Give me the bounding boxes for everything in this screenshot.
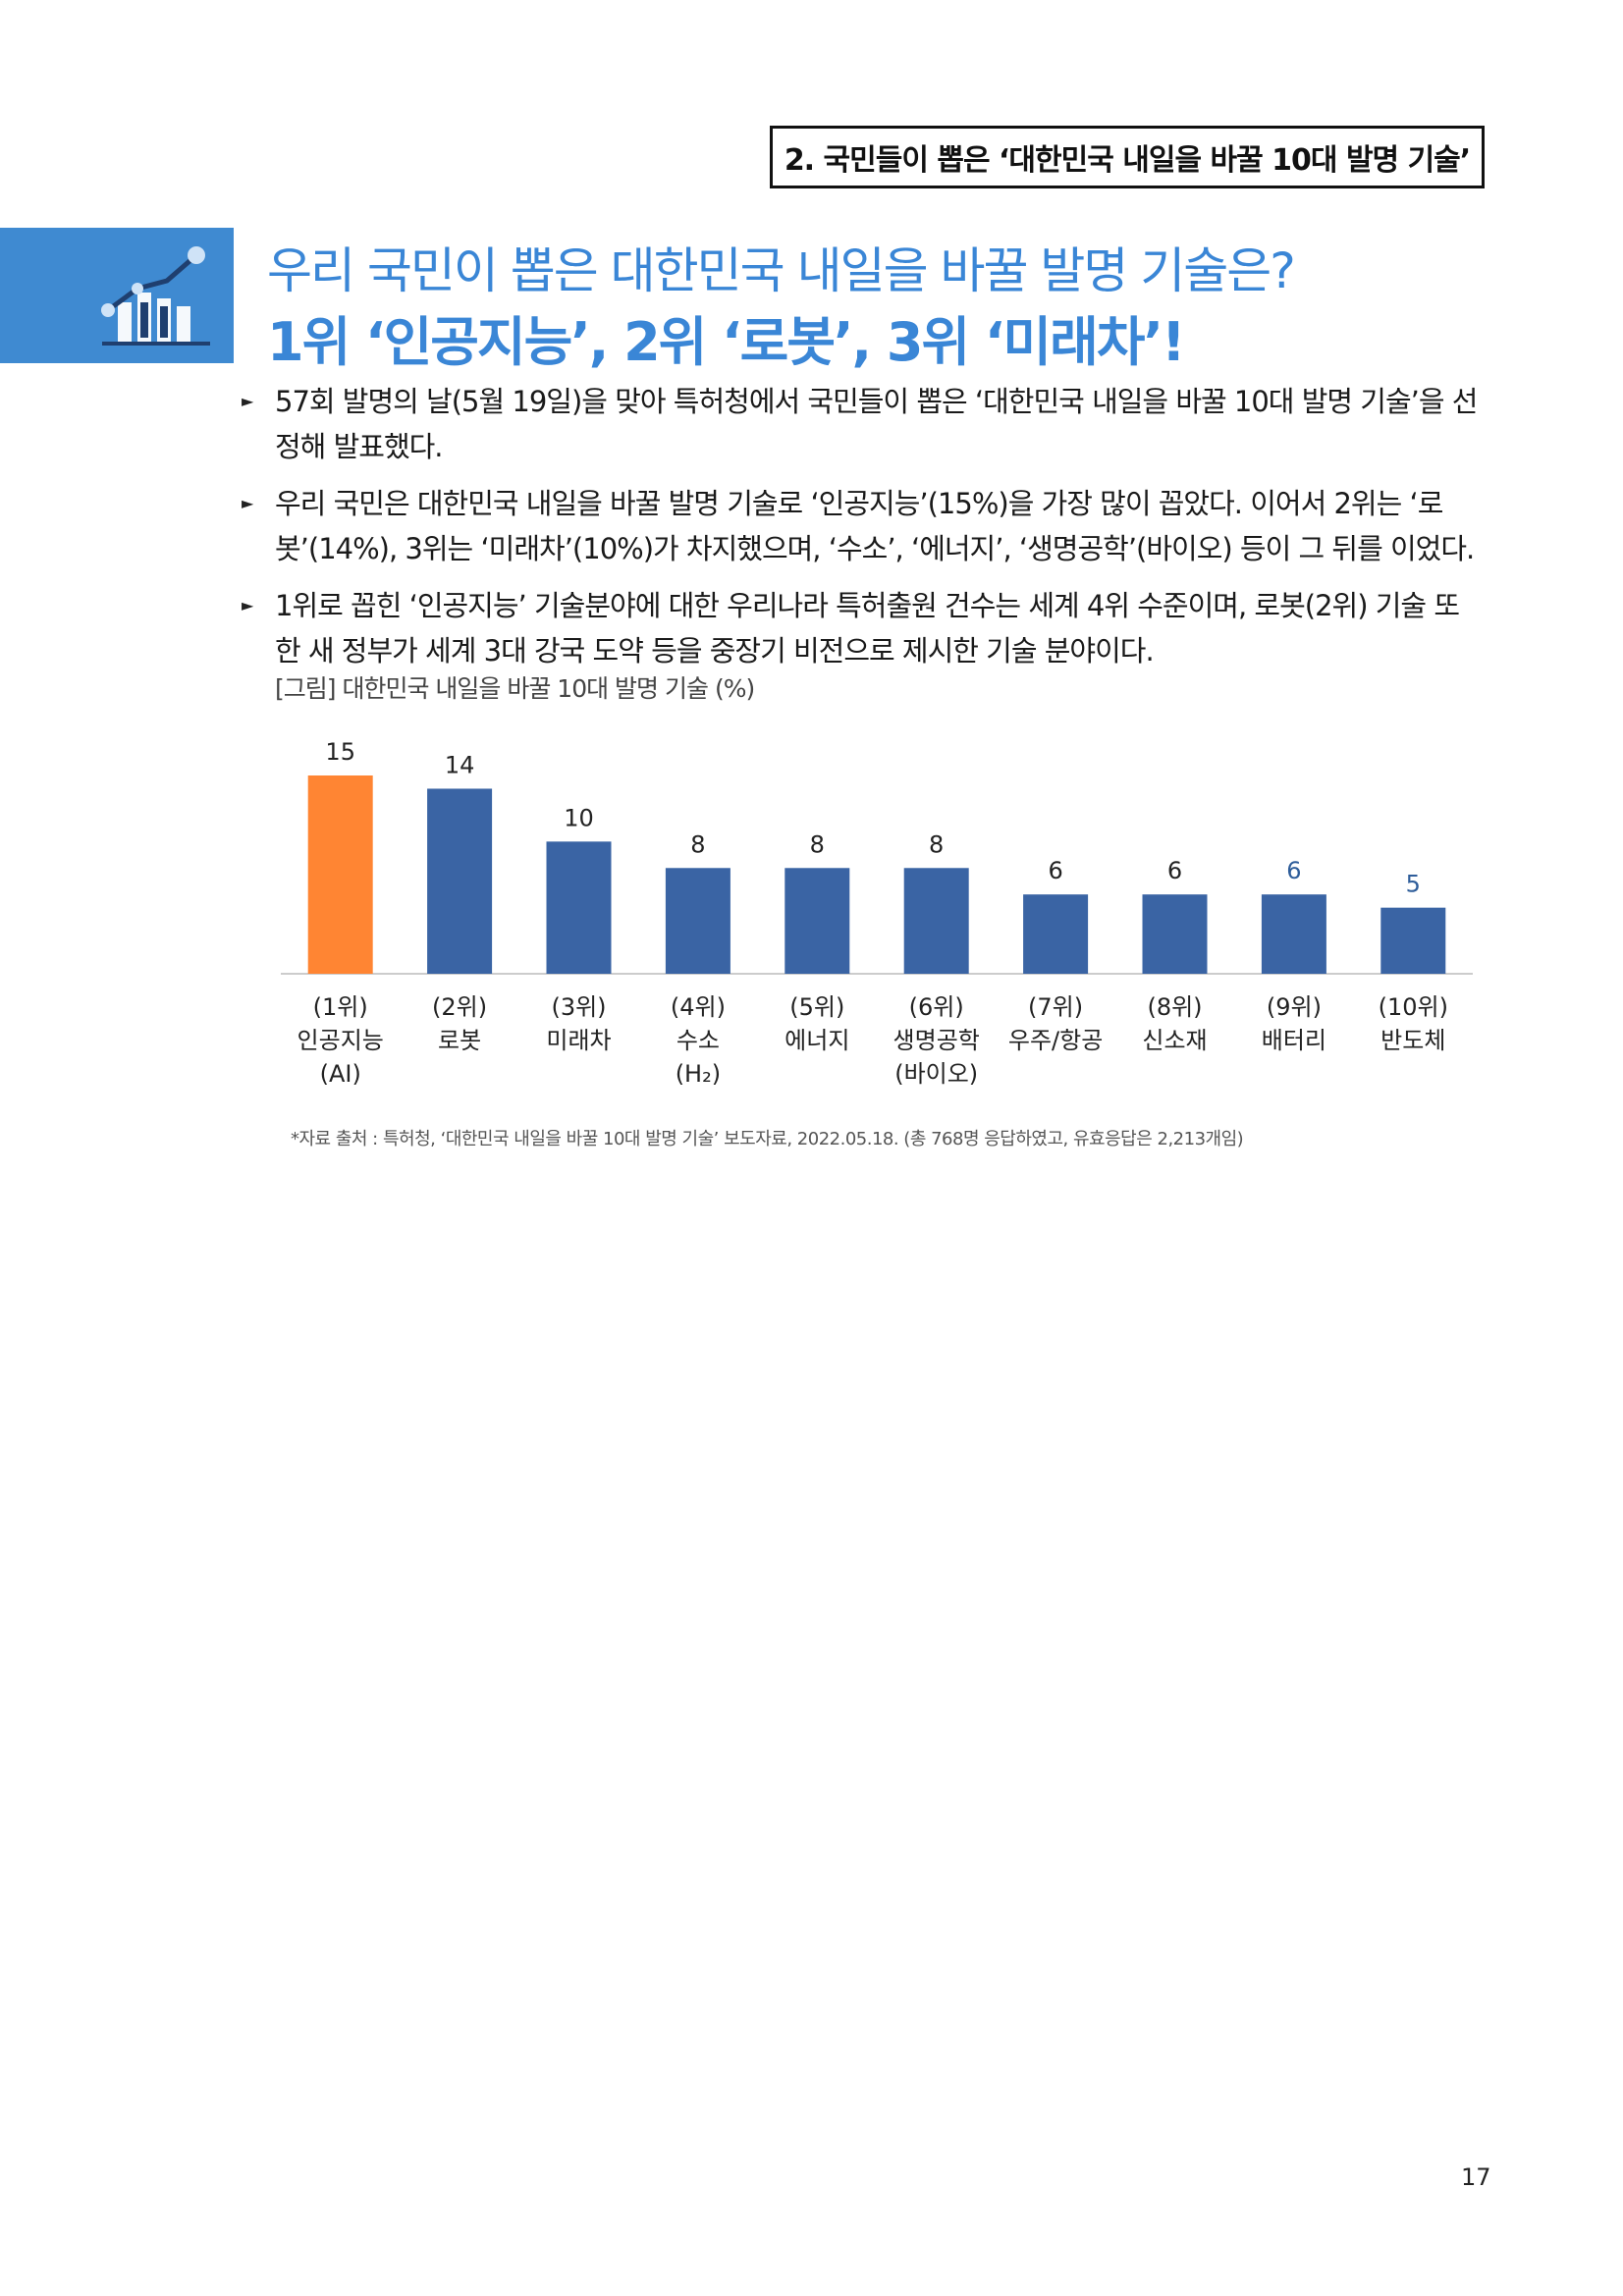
- category-label: 에너지: [784, 1027, 849, 1054]
- bar-chart: 15 (1위) 인공지능 (AI) 14 (2위) 로봇 10 (3위) 미래차 8 (4위) 수소 (H…: [281, 738, 1473, 1088]
- category-sublabel: (AI): [320, 1060, 361, 1088]
- rank-label: (8위): [1147, 993, 1202, 1021]
- bullet-text: 1위로 꼽힌 ‘인공지능’ 기술분야에 대한 우리나라 특허출원 건수는 세계 …: [275, 589, 1460, 667]
- bullet-arrow-icon: ►: [242, 494, 253, 512]
- bar-value-label: 10: [564, 804, 594, 831]
- bullet-list: ► 57회 발명의 날(5월 19일)을 맞아 특허청에서 국민들이 뽑은 ‘대…: [242, 379, 1483, 685]
- section-icon-block: [0, 228, 234, 363]
- rank-label: (4위): [671, 993, 726, 1021]
- bar-value-label: 8: [810, 830, 825, 858]
- bar-5: [784, 868, 850, 974]
- bullet-arrow-icon: ►: [242, 596, 253, 614]
- category-label: 미래차: [546, 1027, 611, 1054]
- category-label: 우주/항공: [1008, 1027, 1103, 1054]
- bar-7: [1023, 894, 1089, 974]
- rank-label: (7위): [1028, 993, 1083, 1021]
- section-label: 2. 국민들이 뽑은 ‘대한민국 내일을 바꿀 10대 발명 기술’: [770, 126, 1485, 188]
- bar-4: [665, 868, 730, 974]
- rank-label: (3위): [551, 993, 606, 1021]
- rank-label: (9위): [1267, 993, 1322, 1021]
- rank-label: (6위): [909, 993, 964, 1021]
- rank-label: (5위): [789, 993, 844, 1021]
- bar-value-label: 6: [1048, 857, 1062, 884]
- rank-label: (1위): [313, 993, 368, 1021]
- category-label: 인공지능: [298, 1027, 384, 1054]
- bar-2: [427, 788, 493, 974]
- page-number: 17: [1461, 2163, 1491, 2191]
- bar-value-label: 5: [1406, 871, 1421, 898]
- bar-10: [1380, 907, 1446, 974]
- bullet-item: ► 57회 발명의 날(5월 19일)을 맞아 특허청에서 국민들이 뽑은 ‘대…: [242, 379, 1483, 469]
- bar-value-label: 8: [929, 830, 944, 858]
- bullet-item: ► 1위로 꼽힌 ‘인공지능’ 기술분야에 대한 우리나라 특허출원 건수는 세…: [242, 583, 1483, 673]
- category-label: 신소재: [1142, 1027, 1207, 1054]
- heading-question: 우리 국민이 뽑은 대한민국 내일을 바꿀 발명 기술은?: [267, 242, 1296, 299]
- heading-answer: 1위 ‘인공지능’, 2위 ‘로봇’, 3위 ‘미래차’!: [267, 311, 1186, 373]
- figure-caption: [그림] 대한민국 내일을 바꿀 10대 발명 기술 (%): [275, 674, 755, 703]
- bar-9: [1261, 894, 1326, 974]
- category-sublabel: (H₂): [676, 1060, 721, 1088]
- source-note: *자료 출처 : 특허청, ‘대한민국 내일을 바꿀 10대 발명 기술’ 보도…: [291, 1129, 1244, 1149]
- bar-value-label: 8: [690, 830, 705, 858]
- chart-growth-icon: [101, 246, 210, 346]
- category-sublabel: (바이오): [894, 1060, 978, 1088]
- bullet-arrow-icon: ►: [242, 392, 253, 410]
- bar-value-label: 15: [325, 738, 355, 766]
- bullet-item: ► 우리 국민은 대한민국 내일을 바꿀 발명 기술로 ‘인공지능’(15%)을…: [242, 481, 1483, 571]
- bar-value-label: 6: [1286, 857, 1301, 884]
- bullet-text: 57회 발명의 날(5월 19일)을 맞아 특허청에서 국민들이 뽑은 ‘대한민…: [275, 385, 1478, 463]
- bar-8: [1142, 894, 1208, 974]
- rank-label: (10위): [1379, 993, 1448, 1021]
- category-label: 반도체: [1380, 1027, 1445, 1054]
- bar-1: [307, 775, 373, 974]
- rank-label: (2위): [432, 993, 487, 1021]
- bar-3: [546, 841, 612, 974]
- bullet-text: 우리 국민은 대한민국 내일을 바꿀 발명 기술로 ‘인공지능’(15%)을 가…: [275, 487, 1475, 565]
- category-label: 배터리: [1262, 1027, 1326, 1054]
- bar-6: [903, 868, 969, 974]
- category-label: 생명공학: [893, 1027, 980, 1054]
- category-label: 로봇: [438, 1027, 481, 1054]
- category-label: 수소: [676, 1027, 720, 1054]
- bar-value-label: 14: [445, 751, 475, 778]
- bar-value-label: 6: [1167, 857, 1182, 884]
